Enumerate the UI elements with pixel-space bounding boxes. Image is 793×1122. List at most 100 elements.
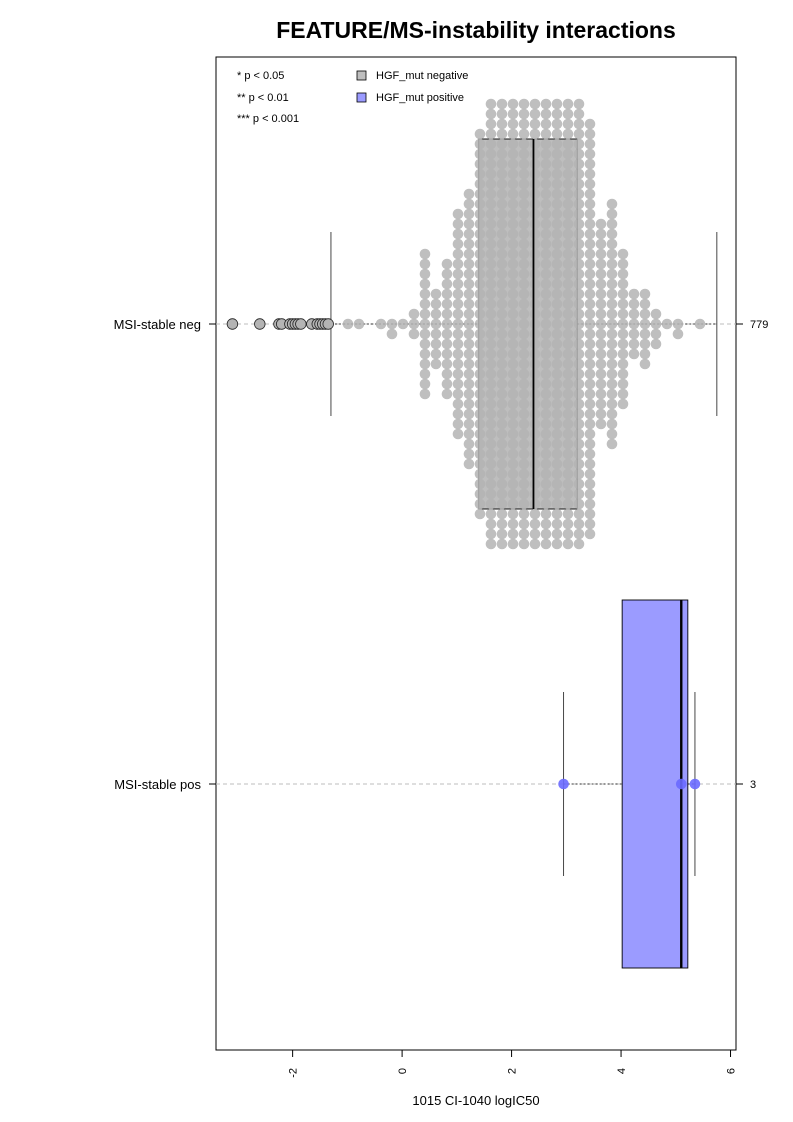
data-point — [562, 218, 574, 230]
data-point — [606, 348, 618, 360]
data-point — [529, 198, 541, 210]
data-point — [529, 458, 541, 470]
data-point — [452, 418, 464, 430]
data-point — [584, 398, 596, 410]
data-point — [639, 308, 651, 320]
data-point — [452, 248, 464, 260]
data-point — [540, 298, 552, 310]
data-point — [628, 298, 640, 310]
x-tick-label: 2 — [507, 1068, 519, 1074]
data-point — [452, 408, 464, 420]
data-point — [584, 328, 596, 340]
data-point — [485, 258, 497, 270]
data-point — [441, 388, 453, 400]
data-point — [573, 358, 585, 370]
data-point — [518, 368, 530, 380]
data-point — [562, 138, 574, 150]
data-point — [496, 258, 508, 270]
data-point — [540, 428, 552, 440]
data-point — [606, 398, 618, 410]
data-point — [540, 318, 552, 330]
data-point — [463, 438, 475, 450]
data-point — [529, 228, 541, 240]
data-point — [474, 298, 486, 310]
data-point — [551, 338, 563, 350]
data-point — [496, 278, 508, 290]
data-point — [485, 238, 497, 250]
data-point — [518, 328, 530, 340]
data-point — [452, 258, 464, 270]
data-point — [463, 338, 475, 350]
data-point — [529, 268, 541, 280]
data-point — [463, 328, 475, 340]
data-point — [595, 258, 607, 270]
group-msi-stable-neg: MSI-stable neg 779 — [114, 98, 768, 550]
data-point — [529, 388, 541, 400]
data-point — [485, 368, 497, 380]
data-point — [474, 458, 486, 470]
data-point — [573, 408, 585, 420]
data-point — [485, 278, 497, 290]
data-point — [584, 248, 596, 260]
data-point — [606, 388, 618, 400]
data-point — [540, 118, 552, 130]
data-point — [606, 198, 618, 210]
data-point — [529, 138, 541, 150]
data-point — [518, 98, 530, 110]
data-point — [551, 488, 563, 500]
data-point — [562, 518, 574, 530]
data-point — [551, 318, 563, 330]
data-point — [452, 328, 464, 340]
x-tick-label: 6 — [726, 1068, 738, 1074]
data-point — [518, 208, 530, 220]
data-point — [606, 288, 618, 300]
data-point — [595, 278, 607, 290]
data-point — [463, 368, 475, 380]
data-point — [540, 468, 552, 480]
data-point — [617, 258, 629, 270]
data-point — [540, 408, 552, 420]
data-point — [463, 288, 475, 300]
data-point — [463, 198, 475, 210]
data-point — [606, 438, 618, 450]
data-point — [485, 228, 497, 240]
data-point — [628, 328, 640, 340]
data-point — [452, 348, 464, 360]
data-point — [474, 358, 486, 370]
data-point — [518, 498, 530, 510]
data-point — [540, 538, 552, 550]
data-point — [529, 208, 541, 220]
group-label: MSI-stable neg — [114, 317, 201, 332]
data-point — [573, 388, 585, 400]
data-point — [573, 368, 585, 380]
data-point — [529, 98, 541, 110]
data-point — [485, 218, 497, 230]
data-point — [562, 508, 574, 520]
data-point — [606, 268, 618, 280]
data-point — [474, 148, 486, 160]
data-point — [617, 378, 629, 390]
data-point — [463, 268, 475, 280]
data-point — [617, 268, 629, 280]
data-point — [606, 278, 618, 290]
data-point — [485, 128, 497, 140]
data-point — [474, 278, 486, 290]
data-point — [551, 538, 563, 550]
data-point — [650, 338, 662, 350]
data-point — [551, 398, 563, 410]
data-point — [562, 368, 574, 380]
data-point — [540, 128, 552, 140]
data-point — [584, 138, 596, 150]
data-point — [496, 178, 508, 190]
data-point — [529, 318, 541, 330]
data-point — [595, 308, 607, 320]
data-point — [562, 408, 574, 420]
data-point — [584, 448, 596, 460]
data-point — [562, 148, 574, 160]
data-point — [584, 368, 596, 380]
data-point — [551, 188, 563, 200]
data-point — [507, 358, 519, 370]
data-point — [441, 268, 453, 280]
data-point — [452, 208, 464, 220]
data-point — [551, 128, 563, 140]
